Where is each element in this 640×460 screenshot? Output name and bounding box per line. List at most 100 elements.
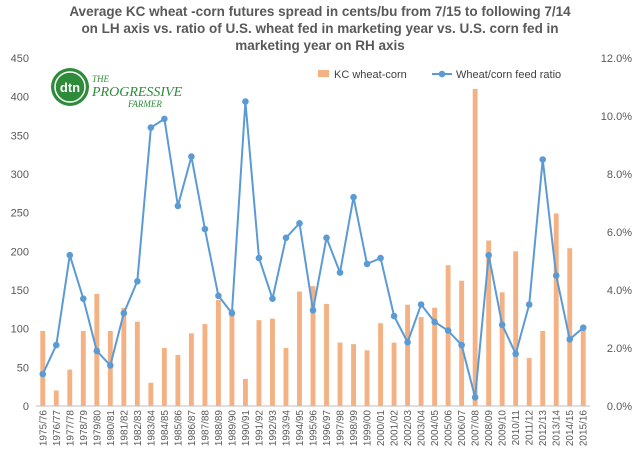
bar-2001/02 <box>391 342 397 406</box>
bar-1983/84 <box>148 382 154 406</box>
bar-1988/89 <box>215 300 221 406</box>
bar-2015/16 <box>580 327 586 406</box>
legend-label-bar: KC wheat-corn <box>334 69 407 81</box>
x-tick-label: 1979/80 <box>92 410 103 447</box>
right-axis-tick-label: 2.0% <box>607 343 632 355</box>
right-axis-tick-label: 8.0% <box>607 169 632 181</box>
bar-1989/90 <box>229 309 235 406</box>
left-axis-tick-label: 100 <box>11 324 29 336</box>
chart-title: Average KC wheat -corn futures spread in… <box>69 4 571 53</box>
ratio-point-1976/77 <box>52 341 60 349</box>
left-axis-tick-label: 200 <box>11 246 29 258</box>
bar-1981/82 <box>121 307 127 406</box>
ratio-point-2011/12 <box>525 301 533 308</box>
x-tick-label: 1995/96 <box>309 410 320 447</box>
ratio-point-1978/79 <box>79 295 87 303</box>
legend: KC wheat-corn Wheat/corn feed ratio <box>318 69 561 81</box>
right-axis-tick-label: 0.0% <box>607 401 632 413</box>
x-tick-label: 2012/13 <box>538 410 549 447</box>
x-tick-label: 1996/97 <box>322 410 333 447</box>
ratio-point-1988/89 <box>215 292 222 300</box>
x-tick-label: 2001/02 <box>390 410 401 447</box>
x-tick-label: 1988/89 <box>214 410 225 447</box>
bar-1992/93 <box>270 318 275 406</box>
x-tick-label: 1978/79 <box>79 410 90 447</box>
x-tick-label: 1987/88 <box>200 410 211 447</box>
left-axis-tick-label: 450 <box>11 53 29 65</box>
x-tick-label: 1975/76 <box>38 410 49 447</box>
bar-2009/10 <box>499 292 505 406</box>
x-tick-label: 1992/93 <box>268 410 279 447</box>
legend-label-line: Wheat/corn feed ratio <box>456 69 561 81</box>
ratio-point-1987/88 <box>201 225 209 233</box>
x-tick-label: 1982/83 <box>133 410 144 447</box>
x-tick-label: 1980/81 <box>106 410 117 447</box>
right-axis-tick-label: 4.0% <box>607 285 632 297</box>
bar-series <box>40 88 586 406</box>
x-tick-label: 2008/09 <box>484 410 495 447</box>
bar-2010/11 <box>513 251 519 406</box>
x-tick-label: 1997/98 <box>336 410 347 447</box>
dtn-logo-text: dtn <box>60 80 80 95</box>
ratio-point-1993/94 <box>282 234 290 242</box>
right-axis-tick-label: 6.0% <box>607 227 632 239</box>
legend-swatch-bar <box>318 70 329 77</box>
bar-1985/86 <box>175 354 181 406</box>
right-axis-tick-label: 10.0% <box>601 111 632 123</box>
ratio-point-1994/95 <box>296 220 303 227</box>
right-axis: 0.0% 2.0% 4.0% 6.0% 8.0% 10.0% 12.0% <box>601 53 632 413</box>
ratio-point-1975/76 <box>39 370 47 378</box>
bar-1994/95 <box>297 291 302 406</box>
left-axis-tick-label: 300 <box>11 169 29 181</box>
x-tick-label: 1990/91 <box>241 410 252 447</box>
x-tick-label: 2006/07 <box>457 410 468 447</box>
x-tick-label: 2013/14 <box>552 410 563 447</box>
ratio-point-2007/08 <box>471 394 479 401</box>
bar-1986/87 <box>188 333 194 406</box>
x-tick-label: 1999/00 <box>363 410 374 447</box>
ratio-point-2004/05 <box>431 318 438 326</box>
bar-1978/79 <box>80 330 86 406</box>
bar-1984/85 <box>161 348 167 406</box>
x-tick-label: 1985/86 <box>173 410 184 447</box>
dtn-logo-icon <box>51 68 89 106</box>
bar-1999/00 <box>364 350 370 406</box>
x-tick-label: 2000/01 <box>376 410 387 447</box>
ratio-point-2002/03 <box>404 338 411 346</box>
bar-1982/83 <box>134 321 140 406</box>
left-axis-tick-label: 150 <box>11 285 29 297</box>
ratio-point-2009/10 <box>498 321 506 329</box>
ratio-point-1992/93 <box>269 295 276 303</box>
x-tick-label: 2009/10 <box>498 410 509 447</box>
bar-1976/77 <box>53 390 59 406</box>
x-tick-label: 1991/92 <box>254 410 265 447</box>
ratio-point-1999/00 <box>363 260 371 268</box>
bar-2014/15 <box>567 248 573 406</box>
bar-1993/94 <box>283 348 289 406</box>
bar-2011/12 <box>526 358 532 406</box>
bar-1975/76 <box>40 330 46 406</box>
ratio-point-1982/83 <box>134 278 141 285</box>
bar-1998/99 <box>351 344 356 406</box>
ratio-point-2003/04 <box>417 301 425 308</box>
left-axis-tick-label: 50 <box>17 362 29 374</box>
ratio-point-2012/13 <box>539 156 547 163</box>
bar-1990/91 <box>243 378 248 406</box>
bar-2007/08 <box>472 88 478 406</box>
bar-2008/09 <box>486 240 492 406</box>
chart-title-line-1: Average KC wheat -corn futures spread in… <box>69 4 571 19</box>
ratio-point-1998/99 <box>350 193 357 201</box>
x-tick-label: 2014/15 <box>565 410 576 447</box>
ratio-point-1977/78 <box>66 251 74 259</box>
x-tick-label: 1984/85 <box>160 410 171 447</box>
ratio-point-2014/15 <box>566 336 574 343</box>
bar-1997/98 <box>337 342 343 406</box>
ratio-point-2008/09 <box>485 251 492 259</box>
ratio-point-1995/96 <box>309 307 317 314</box>
left-axis: 0 50 100 150 200 250 300 350 400 450 <box>11 53 29 413</box>
x-tick-label: 1993/94 <box>281 410 292 447</box>
plot-area: 0 50 100 150 200 250 300 350 400 450 0.0% 2.0% 4.0%… <box>11 53 633 446</box>
ratio-point-2010/11 <box>512 350 519 358</box>
bar-2000/01 <box>378 323 383 406</box>
ratio-point-1986/87 <box>188 153 195 160</box>
